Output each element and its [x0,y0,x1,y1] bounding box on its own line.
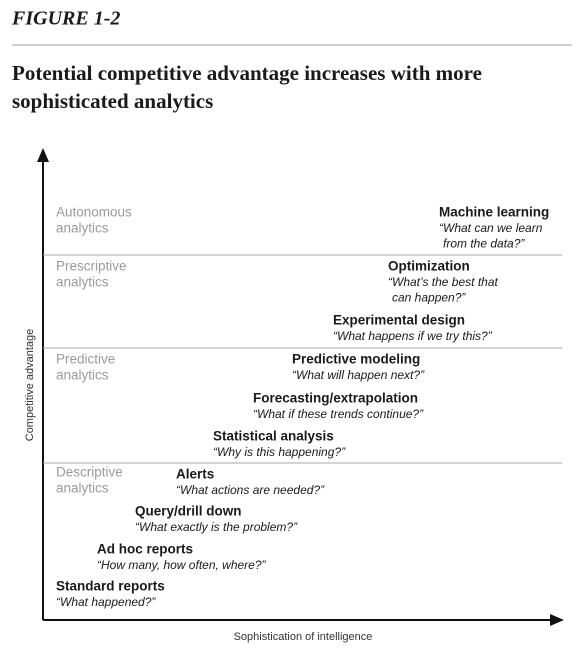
x-arrow [550,614,564,626]
item-quote: “What will happen next?” [292,368,425,382]
item-quote: from the data?” [443,237,525,251]
title-line: Potential competitive advantage increase… [12,61,482,85]
item-quote: “What exactly is the problem?” [135,520,298,534]
item-quote: “What’s the best that [388,275,499,289]
item-quote: “What can we learn [439,221,543,235]
item-title: Experimental design [333,313,465,328]
item-title: Statistical analysis [213,429,334,444]
item-title: Forecasting/extrapolation [253,391,418,406]
item-title: Alerts [176,467,214,482]
title-line: sophisticated analytics [12,89,213,113]
item-quote: “What actions are needed?” [176,483,325,497]
item-quote: can happen?” [392,291,466,305]
item-title: Query/drill down [135,504,242,519]
x-axis-label: Sophistication of intelligence [234,631,373,643]
item-title: Ad hoc reports [97,542,193,557]
item-quote: “Why is this happening?” [213,445,346,459]
item-quote: “What happened?” [56,595,156,609]
figure-label: FIGURE 1-2 [11,8,120,30]
item-title: Machine learning [439,205,549,220]
band-label: Predictive [56,352,115,367]
item-quote: “What happens if we try this?” [333,329,493,343]
item-quote: “How many, how often, where?” [97,558,267,572]
band-label: Prescriptive [56,259,127,274]
y-arrow [37,148,49,162]
item-title: Standard reports [56,579,165,594]
item-quote: “What if these trends continue?” [253,407,424,421]
band-label: Autonomous [56,205,132,220]
band-label: Descriptive [56,465,123,480]
band-label: analytics [56,481,109,496]
y-axis-label: Competitive advantage [24,329,36,442]
item-title: Optimization [388,259,470,274]
band-label: analytics [56,221,109,236]
band-label: analytics [56,275,109,290]
band-label: analytics [56,368,109,383]
item-title: Predictive modeling [292,352,420,367]
